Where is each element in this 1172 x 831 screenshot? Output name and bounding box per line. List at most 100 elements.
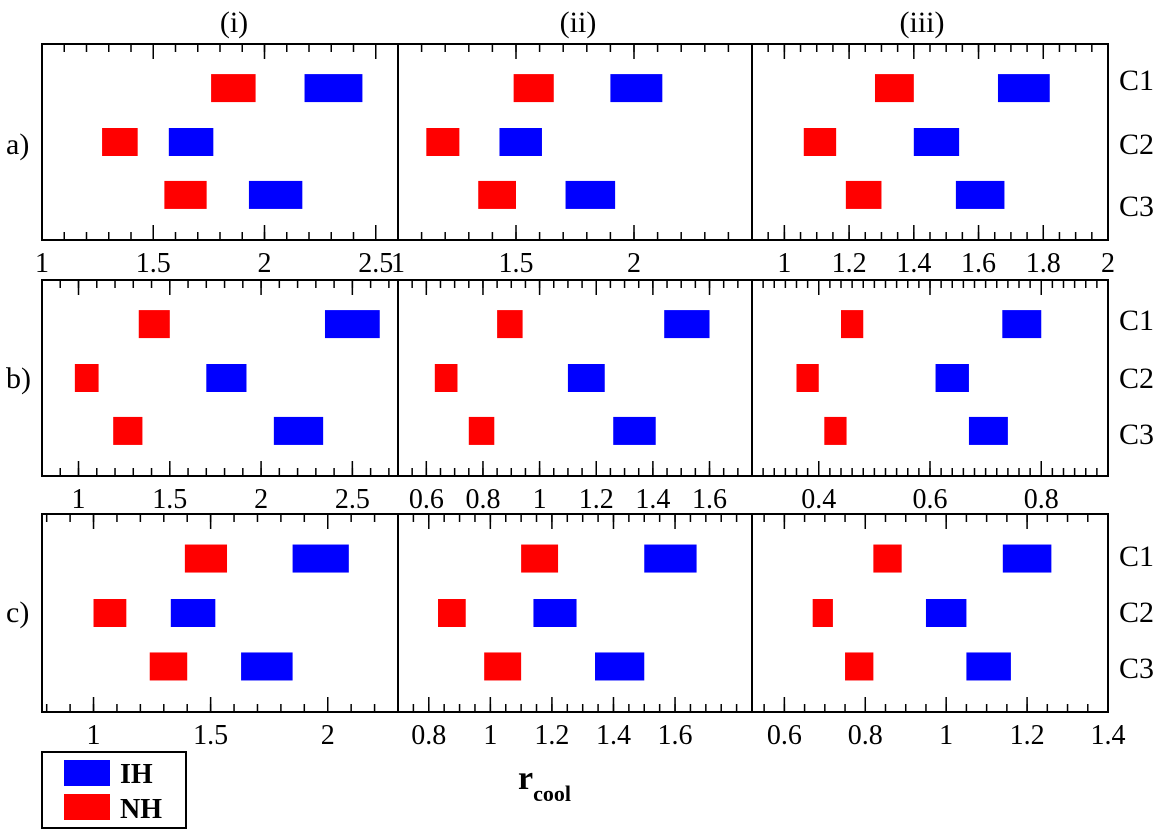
legend-frame xyxy=(41,751,187,829)
bar-nh-c2 xyxy=(796,364,819,392)
tick-label: 0.4 xyxy=(801,484,836,515)
bar-ih-c3 xyxy=(968,416,1008,445)
bar-ih-c2 xyxy=(533,599,577,627)
bar-nh-c1 xyxy=(497,310,523,339)
bar-nh-c3 xyxy=(845,180,882,209)
tick-label: 2 xyxy=(258,248,272,279)
tick-label: 0.8 xyxy=(411,720,446,751)
legend: IH NH xyxy=(41,751,187,829)
bar-nh-c2 xyxy=(803,128,837,156)
case-label-c1: C1 xyxy=(1119,64,1154,97)
panel-frame xyxy=(41,43,399,241)
bar-ih-c3 xyxy=(613,416,656,445)
case-labels-row-a: C1 C2 C3 xyxy=(1119,64,1154,223)
legend-swatch-nh xyxy=(64,794,110,820)
tick-label: 1.5 xyxy=(136,248,171,279)
tick-label: 2 xyxy=(1101,248,1115,279)
tick-label: 1.4 xyxy=(635,484,670,515)
panels-layer: 1 1.5 2 2.51 1.5 2 1 1.2 1.4 1.6 1.8 21 1.5 2 2.5 0.6 0.… xyxy=(35,43,1126,751)
bar-ih-c2 xyxy=(206,364,247,392)
bar-ih-c1 xyxy=(304,74,363,103)
case-label-c3: C3 xyxy=(1119,418,1154,451)
bar-ih-c2 xyxy=(935,364,969,392)
bar-ih-c3 xyxy=(565,180,616,209)
bar-ih-c1 xyxy=(997,74,1050,103)
bar-nh-c3 xyxy=(149,652,188,681)
case-label-c3: C3 xyxy=(1119,190,1154,223)
bar-nh-c1 xyxy=(184,544,228,573)
legend-label-nh: NH xyxy=(120,794,162,825)
tick-label: 1 xyxy=(35,248,49,279)
panel-c-i: 1 1.5 2 xyxy=(41,513,399,751)
bar-ih-c3 xyxy=(966,652,1011,681)
bar-ih-c3 xyxy=(955,180,1005,209)
bar-ih-c1 xyxy=(324,310,380,339)
bar-ih-c1 xyxy=(292,544,349,573)
bar-ih-c1 xyxy=(610,74,663,103)
panel-a-i: 1 1.5 2 2.5 xyxy=(35,43,399,279)
bar-ih-c1 xyxy=(644,544,697,573)
bar-nh-c1 xyxy=(513,74,554,103)
bar-ih-c2 xyxy=(925,599,967,627)
tick-label: 2 xyxy=(627,248,641,279)
bar-nh-c3 xyxy=(484,652,522,681)
tick-label: 2 xyxy=(321,720,335,751)
tick-label: 1.2 xyxy=(832,248,867,279)
panel-c-ii: 0.8 1 1.2 1.4 1.6 xyxy=(397,513,753,751)
panel-c-iii: 0.6 0.8 1 1.2 1.4 xyxy=(751,513,1126,751)
case-labels-row-c: C1 C2 C3 xyxy=(1119,540,1154,685)
case-label-c1: C1 xyxy=(1119,540,1154,573)
case-label-c3: C3 xyxy=(1119,652,1154,685)
bar-ih-c2 xyxy=(170,599,216,627)
row-label-b: b) xyxy=(6,362,31,395)
tick-label: 1.4 xyxy=(596,720,631,751)
tick-label: 1.4 xyxy=(896,248,931,279)
tick-label: 0.8 xyxy=(1024,484,1059,515)
case-labels-row-b: C1 C2 C3 xyxy=(1119,304,1154,451)
tick-label: 0.8 xyxy=(848,720,883,751)
tick-label: 1.6 xyxy=(692,484,727,515)
case-label-c2: C2 xyxy=(1119,362,1154,395)
bar-ih-c3 xyxy=(248,180,303,209)
bar-nh-c3 xyxy=(845,652,874,681)
tick-label: 0.6 xyxy=(409,484,444,515)
panel-b-ii: 0.6 0.8 1 1.2 1.4 1.6 xyxy=(397,279,753,515)
panel-b-i: 1 1.5 2 2.5 xyxy=(41,279,399,515)
tick-label: 1.2 xyxy=(534,720,569,751)
legend-swatch-ih xyxy=(64,760,110,786)
case-label-c2: C2 xyxy=(1119,128,1154,161)
tick-label: 1.6 xyxy=(658,720,693,751)
bar-nh-c2 xyxy=(74,364,99,392)
legend-label-ih: IH xyxy=(120,759,153,790)
tick-label: 1.2 xyxy=(579,484,614,515)
tick-label: 1 xyxy=(533,484,547,515)
panel-a-iii: 1 1.2 1.4 1.6 1.8 2 xyxy=(751,43,1115,279)
bar-nh-c3 xyxy=(824,416,847,445)
bar-ih-c2 xyxy=(913,128,960,156)
x-axis-label-main: r xyxy=(518,760,533,797)
tick-label: 0.6 xyxy=(913,484,948,515)
row-label-a: a) xyxy=(6,128,29,161)
x-axis-label-subscript: cool xyxy=(533,781,571,806)
case-label-c2: C2 xyxy=(1119,596,1154,629)
bar-nh-c3 xyxy=(164,180,207,209)
tick-label: 2 xyxy=(254,484,268,515)
panel-frame xyxy=(751,513,1109,713)
bar-nh-c1 xyxy=(841,310,864,339)
tick-label: 2.5 xyxy=(335,484,370,515)
bar-nh-c1 xyxy=(874,74,914,103)
row-label-c: c) xyxy=(6,596,29,629)
bar-ih-c2 xyxy=(499,128,542,156)
tick-label: 0.6 xyxy=(767,720,802,751)
tick-label: 1 xyxy=(72,484,86,515)
bar-ih-c1 xyxy=(664,310,710,339)
bar-nh-c2 xyxy=(812,599,833,627)
bar-nh-c1 xyxy=(211,74,256,103)
tick-label: 1 xyxy=(939,720,953,751)
tick-label: 1 xyxy=(483,720,497,751)
bar-ih-c2 xyxy=(168,128,214,156)
tick-label: 1.5 xyxy=(152,484,187,515)
bar-ih-c2 xyxy=(567,364,605,392)
tick-label: 2.5 xyxy=(358,248,393,279)
bar-nh-c1 xyxy=(521,544,559,573)
